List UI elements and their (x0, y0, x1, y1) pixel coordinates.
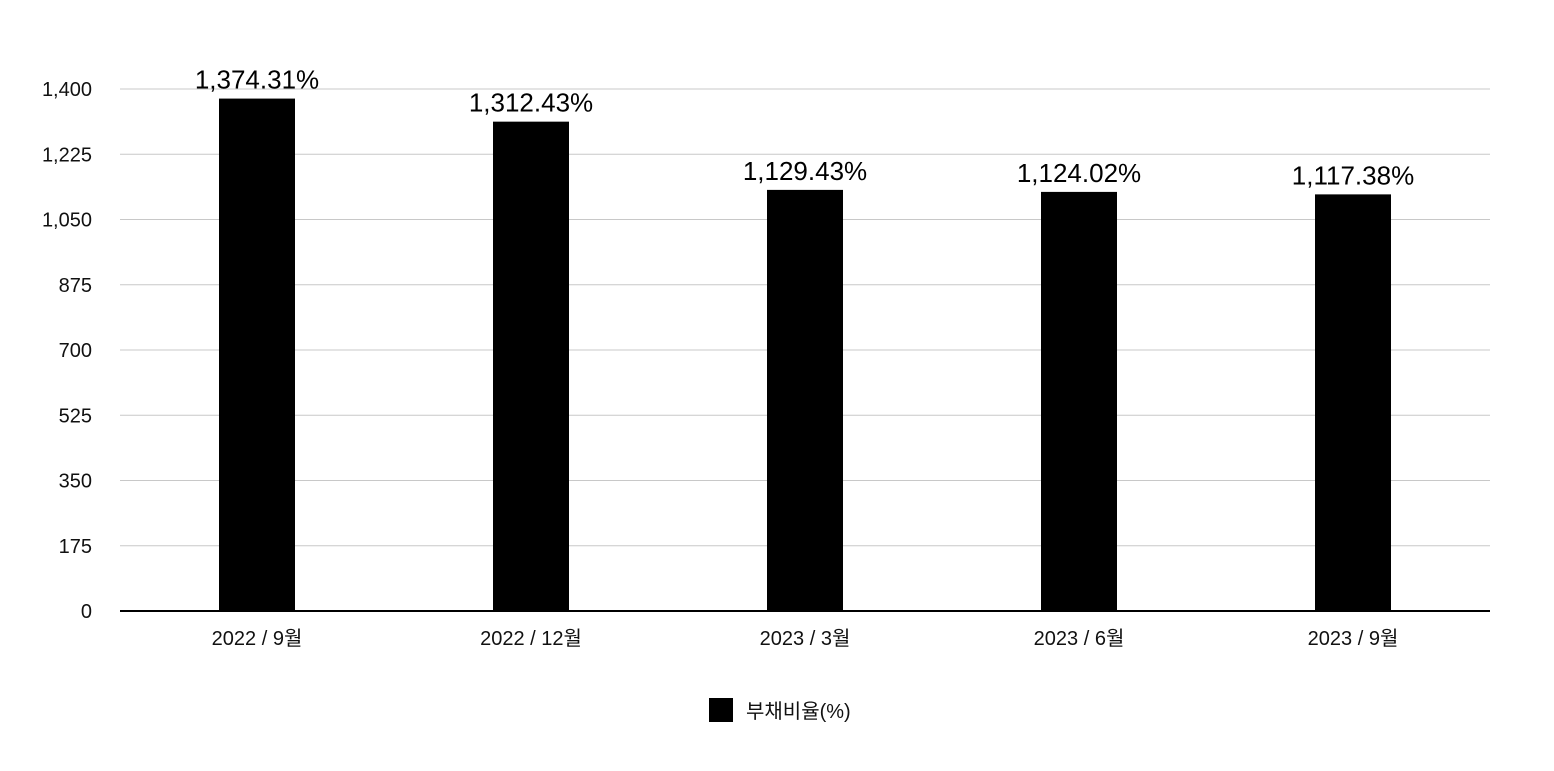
x-tick-label: 2023 / 3월 (760, 627, 851, 650)
y-tick-label: 0 (81, 601, 92, 623)
bars (219, 98, 1391, 612)
x-tick-label: 2023 / 6월 (1034, 627, 1125, 650)
data-labels: 1,374.31% 1,312.43% 1,129.43% 1,124.02% 1,11… (195, 65, 1414, 191)
y-tick-label: 875 (59, 275, 92, 297)
legend-label: 부채비율(%) (746, 700, 851, 723)
y-tick-label: 350 (59, 471, 92, 493)
y-tick-label: 700 (59, 340, 92, 362)
x-tick-label: 2023 / 9월 (1308, 627, 1399, 650)
bar (219, 98, 295, 612)
bar (1315, 194, 1391, 611)
bar-value-label: 1,117.38% (1292, 160, 1414, 190)
legend: 부채비율(%) (709, 698, 851, 723)
bar (493, 121, 569, 612)
y-tick-label: 175 (59, 536, 92, 558)
x-tick-label: 2022 / 9월 (212, 627, 303, 650)
bar (1041, 191, 1117, 611)
x-tick-label: 2022 / 12월 (480, 627, 582, 650)
bar-value-label: 1,374.31% (195, 65, 319, 95)
y-tick-label: 1,050 (42, 210, 92, 232)
bar-value-label: 1,124.02% (1017, 158, 1141, 188)
x-axis: 2022 / 9월 2022 / 12월 2023 / 3월 2023 / 6월 202… (120, 610, 1490, 650)
y-axis: 0 175 350 525 700 875 1,050 1,225 1,400 (42, 79, 92, 623)
bar-value-label: 1,312.43% (469, 88, 593, 118)
y-tick-label: 1,400 (42, 79, 92, 101)
y-tick-label: 1,225 (42, 144, 92, 166)
y-tick-label: 525 (59, 405, 92, 427)
bar (767, 189, 843, 611)
legend-swatch (709, 698, 733, 722)
bar-value-label: 1,129.43% (743, 156, 867, 186)
